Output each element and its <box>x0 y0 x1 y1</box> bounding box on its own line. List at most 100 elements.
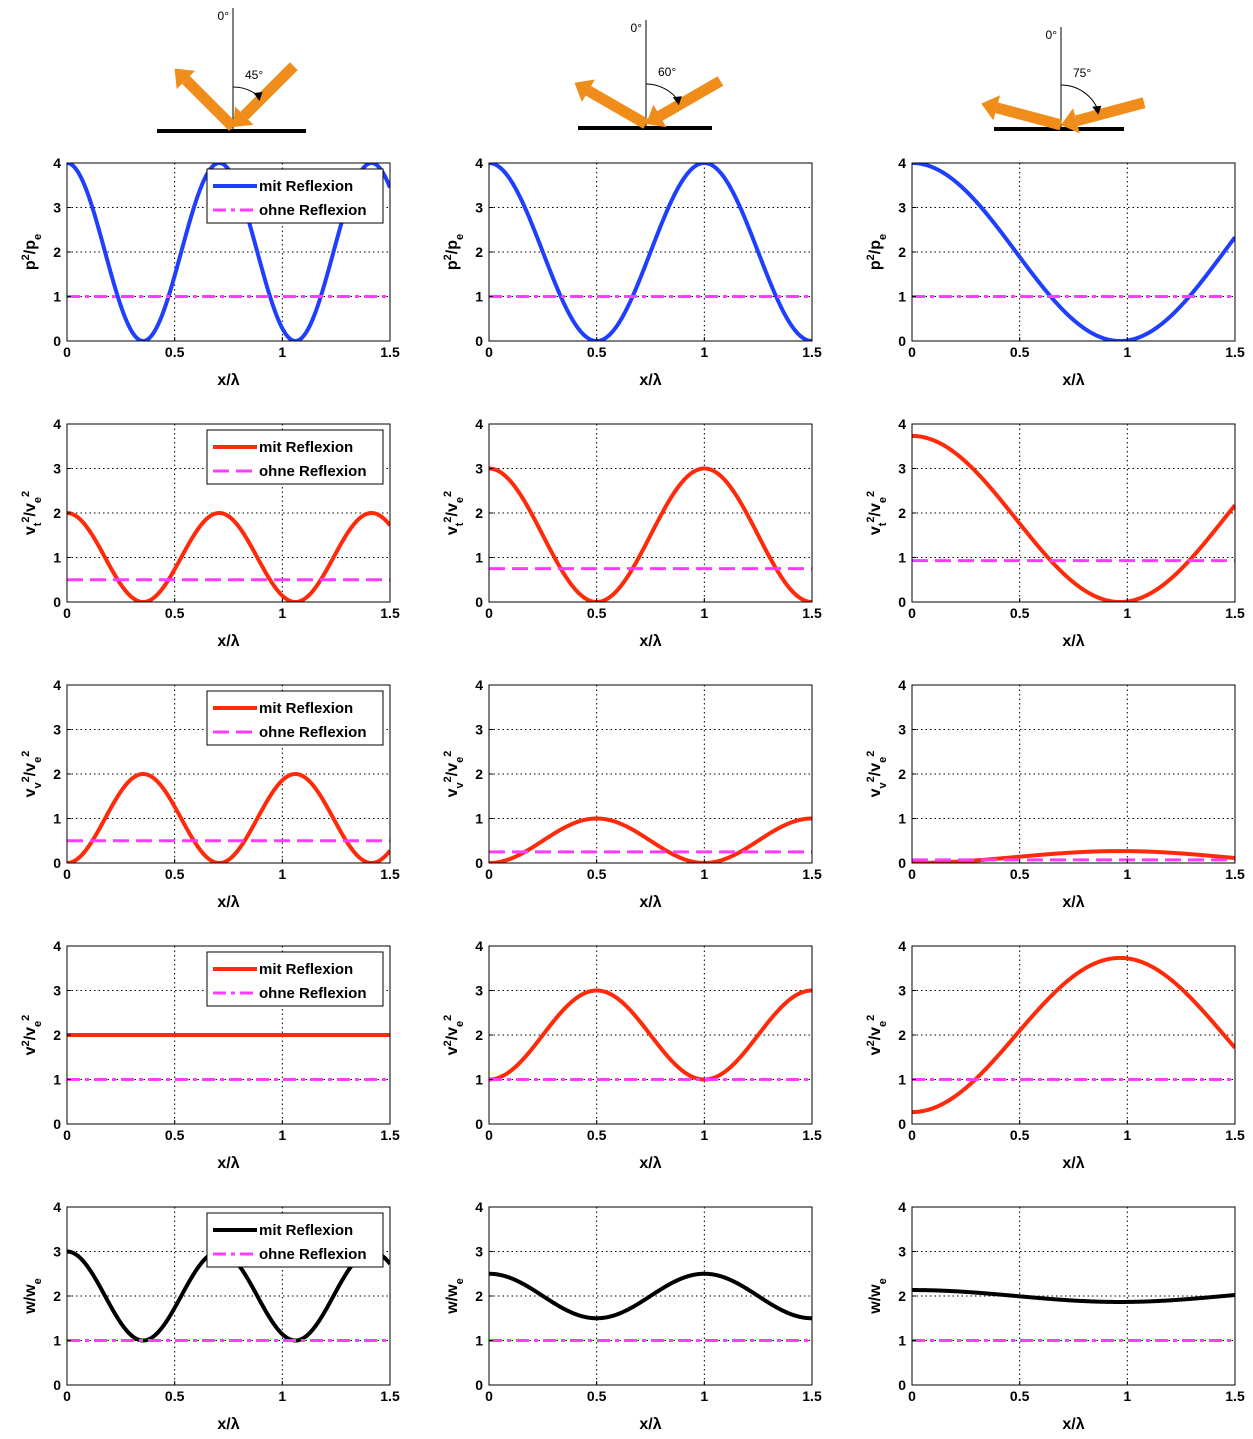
x-tick-label: 1.5 <box>1225 605 1245 621</box>
x-tick-label: 1 <box>1123 344 1131 360</box>
legend-label: ohne Reflexion <box>259 463 367 480</box>
x-tick-label: 0.5 <box>587 1388 607 1404</box>
reflected-arrow-head <box>574 79 595 102</box>
x-tick-label: 1 <box>700 605 708 621</box>
legend-label: mit Reflexion <box>259 439 353 456</box>
incidence-diagram-60: 0° 60° <box>574 20 724 130</box>
y-tick-label: 2 <box>53 244 61 260</box>
x-axis-label: x/λ <box>1062 894 1084 911</box>
normal-label: 0° <box>218 9 230 23</box>
x-tick-label: 1.5 <box>380 866 400 882</box>
x-tick-label: 1 <box>278 866 286 882</box>
y-axis-label: p2/pe <box>442 234 466 270</box>
plot-panel-3-2: 0 0.5 1 1.5 0 1 2 3 4 x/λ v2/ve2 <box>865 938 1245 1172</box>
y-tick-label: 2 <box>898 1288 906 1304</box>
y-tick-label: 4 <box>475 1199 483 1215</box>
y-tick-label: 3 <box>53 1244 61 1260</box>
reflected-arrow-head <box>981 95 1001 121</box>
y-tick-label: 1 <box>898 1072 906 1088</box>
y-tick-label: 0 <box>475 1116 483 1132</box>
x-tick-label: 0 <box>485 866 493 882</box>
y-tick-label: 4 <box>53 416 61 432</box>
x-tick-label: 0.5 <box>587 605 607 621</box>
y-axis-label: vv2/ve2 <box>20 751 44 798</box>
y-tick-label: 0 <box>53 1377 61 1393</box>
y-tick-label: 1 <box>898 1333 906 1349</box>
y-tick-label: 0 <box>53 333 61 349</box>
y-tick-label: 0 <box>53 1116 61 1132</box>
plot-panel-2-1: 0 0.5 1 1.5 0 1 2 3 4 x/λ vv2/ve2 <box>442 677 822 911</box>
x-tick-label: 1 <box>700 1127 708 1143</box>
y-tick-label: 4 <box>53 155 61 171</box>
plot-panel-4-0: 0 0.5 1 1.5 0 1 2 3 4 x/λ w/we mit Reflexion ohne Re… <box>22 1199 400 1433</box>
x-tick-label: 0.5 <box>1010 1127 1030 1143</box>
y-tick-label: 1 <box>898 289 906 305</box>
plot-panel-1-0: 0 0.5 1 1.5 0 1 2 3 4 x/λ vt2/ve2 mit Reflexion ohne… <box>20 416 400 650</box>
y-tick-label: 1 <box>475 1333 483 1349</box>
y-tick-label: 3 <box>898 983 906 999</box>
reflected-arrow-shaft <box>585 85 649 129</box>
y-tick-label: 2 <box>898 244 906 260</box>
angle-arc-arrowhead <box>1092 105 1102 115</box>
y-axis-label: v2/ve2 <box>20 1015 44 1056</box>
x-tick-label: 0 <box>908 1388 916 1404</box>
reflected-arrow-shaft <box>995 102 1063 131</box>
y-tick-label: 3 <box>898 200 906 216</box>
y-tick-label: 0 <box>53 594 61 610</box>
y-tick-label: 2 <box>53 1027 61 1043</box>
series-line-mit-reflexion <box>489 1271 812 1321</box>
x-tick-label: 0 <box>485 1388 493 1404</box>
legend-box <box>206 690 384 746</box>
y-tick-label: 3 <box>898 1244 906 1260</box>
y-tick-label: 3 <box>475 722 483 738</box>
incident-arrow-shaft <box>240 62 298 120</box>
reflected-arrow-head <box>174 68 196 90</box>
legend: mit Reflexion ohne Reflexion <box>206 429 384 485</box>
y-axis-label: v2/ve2 <box>865 1015 889 1056</box>
x-tick-label: 0 <box>908 605 916 621</box>
x-tick-label: 1 <box>1123 866 1131 882</box>
x-axis-label: x/λ <box>217 1416 239 1433</box>
x-axis-label: x/λ <box>639 894 661 911</box>
plot-grid: 0 0.5 1 1.5 0 1 2 3 4 x/λ p2/pe mit Reflexion ohne R… <box>20 155 1245 1433</box>
x-axis-label: x/λ <box>639 1416 661 1433</box>
y-tick-label: 1 <box>475 1072 483 1088</box>
y-tick-label: 0 <box>898 1116 906 1132</box>
y-tick-label: 2 <box>53 766 61 782</box>
angle-arc-arrowhead <box>672 96 682 106</box>
x-axis-label: x/λ <box>1062 372 1084 389</box>
incidence-diagrams: 0° 45° 0° 60° 0° 75° <box>157 8 1146 134</box>
incident-arrow-shaft <box>657 76 724 121</box>
y-tick-label: 3 <box>898 722 906 738</box>
x-axis-label: x/λ <box>1062 1416 1084 1433</box>
x-tick-label: 0.5 <box>1010 1388 1030 1404</box>
x-tick-label: 1.5 <box>380 344 400 360</box>
x-tick-label: 0.5 <box>165 866 185 882</box>
legend: mit Reflexion ohne Reflexion <box>206 1212 384 1268</box>
x-tick-label: 0 <box>908 866 916 882</box>
x-axis-label: x/λ <box>217 633 239 650</box>
x-tick-label: 0 <box>63 866 71 882</box>
x-tick-label: 1 <box>700 866 708 882</box>
y-tick-label: 2 <box>898 505 906 521</box>
y-tick-label: 0 <box>475 594 483 610</box>
x-tick-label: 1.5 <box>1225 1388 1245 1404</box>
x-tick-label: 0.5 <box>587 866 607 882</box>
legend-box <box>206 1212 384 1268</box>
y-tick-label: 2 <box>475 505 483 521</box>
x-axis-label: x/λ <box>217 894 239 911</box>
y-axis-label: vt2/ve2 <box>865 491 889 535</box>
x-axis-label: x/λ <box>1062 633 1084 650</box>
legend: mit Reflexion ohne Reflexion <box>206 168 384 224</box>
plot-panel-2-2: 0 0.5 1 1.5 0 1 2 3 4 x/λ vv2/ve2 <box>865 677 1245 911</box>
x-tick-label: 1.5 <box>802 1127 822 1143</box>
y-axis-label: vt2/ve2 <box>20 491 44 535</box>
incident-arrow-head <box>1061 108 1080 134</box>
y-tick-label: 0 <box>898 855 906 871</box>
x-tick-label: 0 <box>485 344 493 360</box>
y-tick-label: 1 <box>53 1333 61 1349</box>
y-axis-label: p2/pe <box>20 234 44 270</box>
x-tick-label: 0 <box>63 344 71 360</box>
y-tick-label: 4 <box>475 155 483 171</box>
